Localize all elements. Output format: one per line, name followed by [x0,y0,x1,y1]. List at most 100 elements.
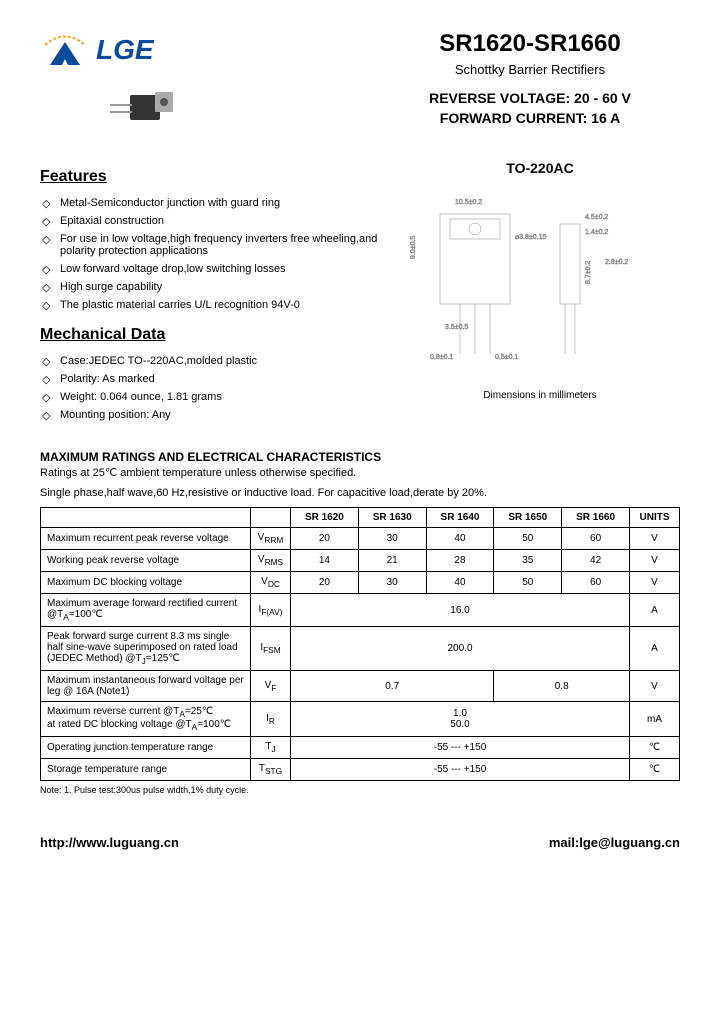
table-row: Maximum DC blocking voltage VDC 20 30 40… [41,572,680,594]
ratings-heading: MAXIMUM RATINGS AND ELECTRICAL CHARACTER… [40,450,680,464]
table-row: Maximum instantaneous forward voltage pe… [41,671,680,702]
feature-item: Epitaxial construction [40,212,380,230]
spec-line-2: FORWARD CURRENT: 16 A [380,109,680,129]
param-cell: Maximum reverse current @TA=25℃ at rated… [41,702,251,737]
feature-item: The plastic material carries U/L recogni… [40,296,380,314]
col-symbol [251,508,291,528]
param-cell: Maximum average forward rectified curren… [41,594,251,627]
value-cell: 0.7 [291,671,494,702]
company-logo: LGE [40,30,240,70]
footer-email: mail:lge@luguang.cn [549,835,680,850]
col-sr1630: SR 1630 [358,508,426,528]
param-cell: Storage temperature range [41,759,251,781]
col-sr1640: SR 1640 [426,508,494,528]
value-cell: 16.0 [291,594,630,627]
right-column: TO-220AC 10.5±0.2 4.5±0.2 1.4±0.2 ⌀3.8±0 [400,160,680,436]
symbol-cell: IF(AV) [251,594,291,627]
svg-text:9.0±0.5: 9.0±0.5 [410,236,417,259]
package-label: TO-220AC [400,160,680,176]
param-cell: Operating junction temperature range [41,737,251,759]
value-cell: 30 [358,572,426,594]
svg-text:0.8±0.1: 0.8±0.1 [430,354,453,361]
unit-cell: A [630,627,680,671]
symbol-cell: TJ [251,737,291,759]
col-units: UNITS [630,508,680,528]
ratings-note-1: Ratings at 25℃ ambient temperature unles… [40,466,680,479]
svg-text:3.5±0.5: 3.5±0.5 [445,324,468,331]
table-row: Operating junction temperature range TJ … [41,737,680,759]
page-footer: http://www.luguang.cn mail:lge@luguang.c… [40,835,680,850]
table-row: Working peak reverse voltage VRMS 14 21 … [41,550,680,572]
svg-text:4.5±0.2: 4.5±0.2 [585,214,608,221]
col-param [41,508,251,528]
brand-name: LGE [96,34,154,66]
svg-text:8.7±0.2: 8.7±0.2 [585,261,592,284]
svg-text:1.4±0.2: 1.4±0.2 [585,229,608,236]
part-number: SR1620-SR1660 [380,30,680,58]
svg-text:0.5±0.1: 0.5±0.1 [495,354,518,361]
title-area: SR1620-SR1660 Schottky Barrier Rectifier… [380,30,680,150]
table-footnote: Note: 1. Pulse test:300us pulse width,1%… [40,785,680,795]
value-cell: 50 [494,528,562,550]
param-cell: Maximum recurrent peak reverse voltage [41,528,251,550]
symbol-cell: IR [251,702,291,737]
svg-text:10.5±0.2: 10.5±0.2 [455,199,482,206]
features-list: Metal-Semiconductor junction with guard … [40,194,380,314]
unit-cell: ℃ [630,737,680,759]
param-cell: Maximum DC blocking voltage [41,572,251,594]
spec-line-1: REVERSE VOLTAGE: 20 - 60 V [380,89,680,109]
value-cell: 20 [291,572,359,594]
col-sr1650: SR 1650 [494,508,562,528]
component-image [100,80,180,140]
table-row: Maximum average forward rectified curren… [41,594,680,627]
symbol-cell: VRMS [251,550,291,572]
value-cell: -55 --- +150 [291,759,630,781]
value-cell: 40 [426,528,494,550]
value-cell: -55 --- +150 [291,737,630,759]
unit-cell: ℃ [630,759,680,781]
value-cell: 60 [562,528,630,550]
value-cell: 0.8 [494,671,630,702]
table-header-row: SR 1620 SR 1630 SR 1640 SR 1650 SR 1660 … [41,508,680,528]
dimension-note: Dimensions in millimeters [400,390,680,401]
page-header: LGE SR1620-SR1660 Schottky Barrier Recti… [40,30,680,150]
logo-icon [40,30,90,70]
value-cell: 35 [494,550,562,572]
product-subtitle: Schottky Barrier Rectifiers [380,62,680,77]
symbol-cell: VDC [251,572,291,594]
symbol-cell: TSTG [251,759,291,781]
symbol-cell: VRRM [251,528,291,550]
dimension-drawing: 10.5±0.2 4.5±0.2 1.4±0.2 ⌀3.8±0.15 9.0±0… [400,184,660,384]
value-cell: 60 [562,572,630,594]
unit-cell: mA [630,702,680,737]
ratings-note-2: Single phase,half wave,60 Hz,resistive o… [40,487,680,499]
col-sr1660: SR 1660 [562,508,630,528]
value-cell: 200.0 [291,627,630,671]
unit-cell: A [630,594,680,627]
left-column: Features Metal-Semiconductor junction wi… [40,160,380,436]
unit-cell: V [630,528,680,550]
mechanical-heading: Mechanical Data [40,326,380,344]
col-sr1620: SR 1620 [291,508,359,528]
symbol-cell: IFSM [251,627,291,671]
value-cell: 42 [562,550,630,572]
unit-cell: V [630,572,680,594]
table-row: Maximum recurrent peak reverse voltage V… [41,528,680,550]
mechanical-item: Case:JEDEC TO--220AC,molded plastic [40,352,380,370]
value-cell: 20 [291,528,359,550]
mechanical-list: Case:JEDEC TO--220AC,molded plastic Pola… [40,352,380,424]
mechanical-item: Polarity: As marked [40,370,380,388]
value-cell: 50 [494,572,562,594]
feature-item: Metal-Semiconductor junction with guard … [40,194,380,212]
value-cell: 14 [291,550,359,572]
logo-area: LGE [40,30,240,150]
footer-url: http://www.luguang.cn [40,835,179,850]
value-cell: 21 [358,550,426,572]
content-columns: Features Metal-Semiconductor junction wi… [40,160,680,436]
table-row: Peak forward surge current 8.3 ms single… [41,627,680,671]
ratings-table: SR 1620 SR 1630 SR 1640 SR 1650 SR 1660 … [40,507,680,781]
value-cell: 30 [358,528,426,550]
value-cell: 40 [426,572,494,594]
feature-item: Low forward voltage drop,low switching l… [40,260,380,278]
unit-cell: V [630,550,680,572]
